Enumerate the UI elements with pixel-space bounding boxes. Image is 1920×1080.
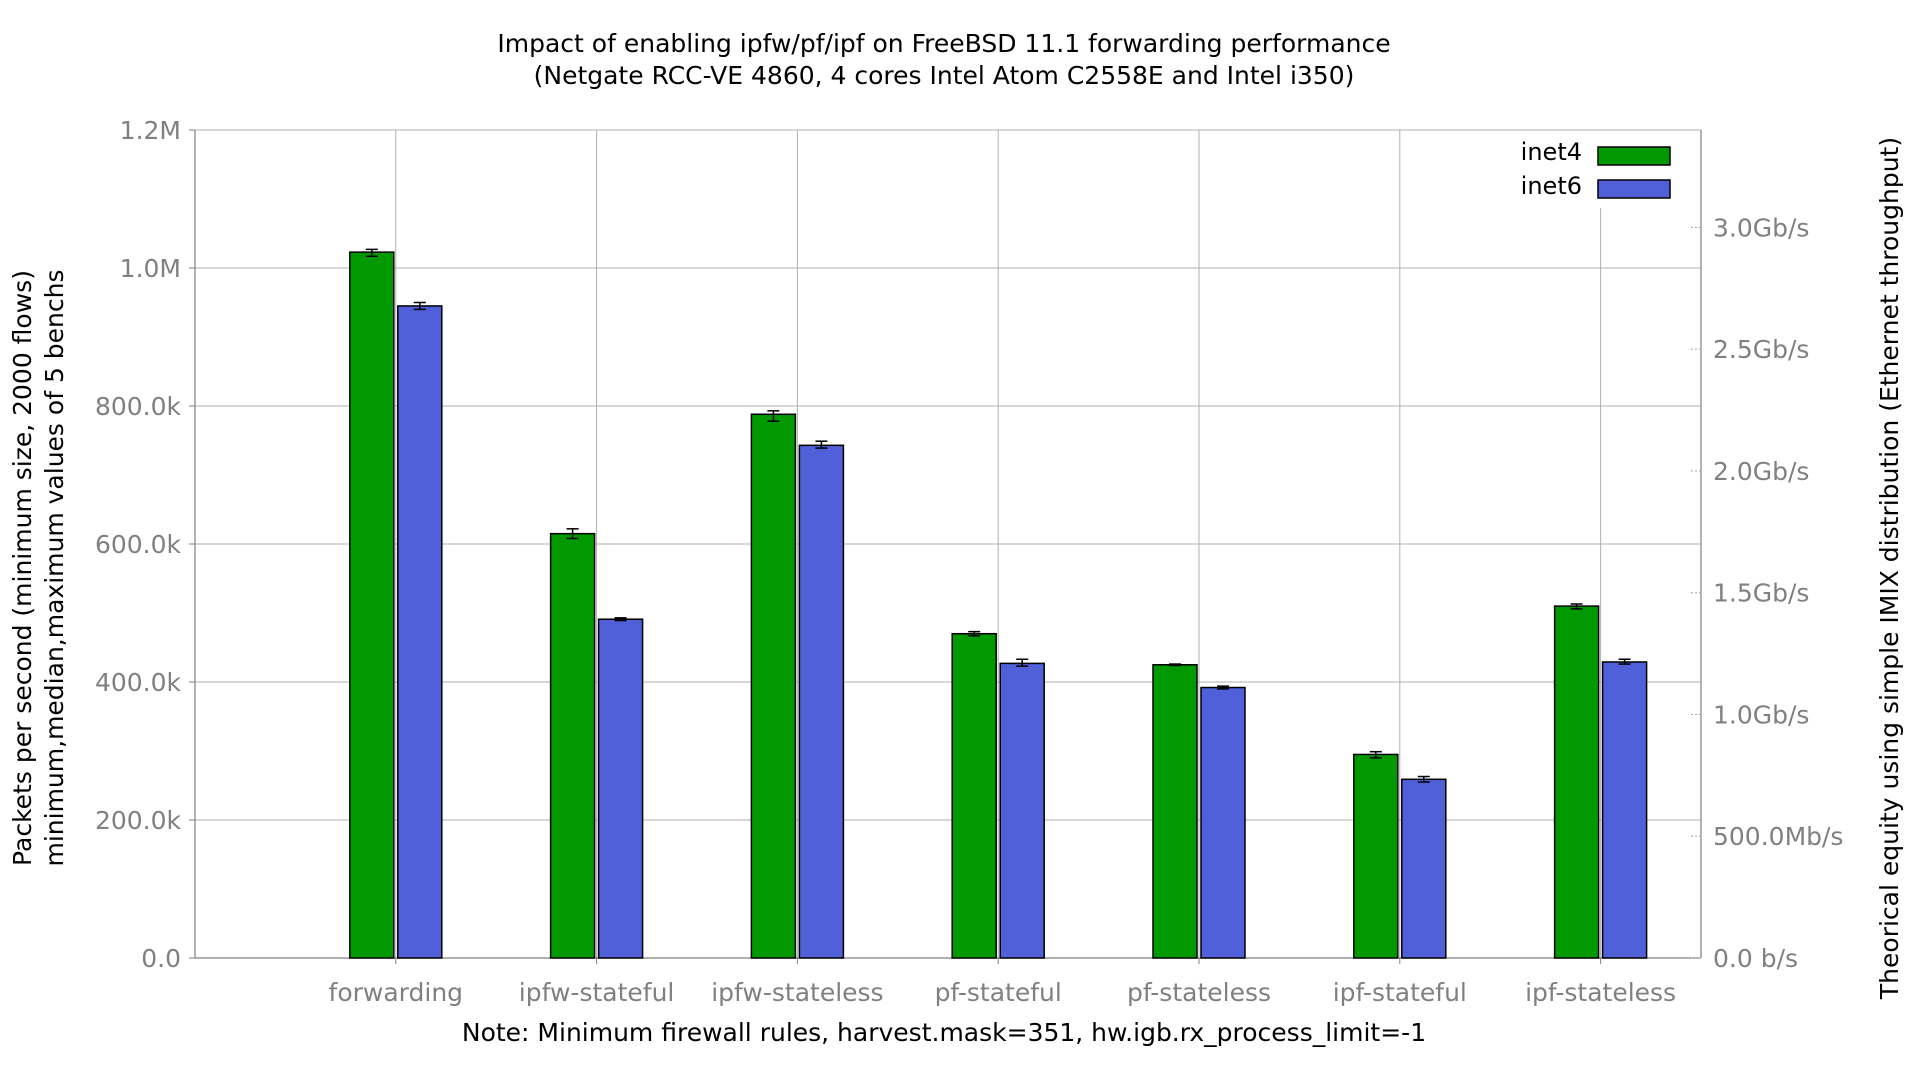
bar — [951, 632, 997, 959]
x-axis-ticks: forwarding ipfw-stateful ipfw-stateless pf-… — [329, 958, 1676, 1007]
bar — [1601, 661, 1648, 959]
bar — [397, 305, 443, 959]
legend-label-inet4: inet4 — [1521, 138, 1582, 166]
y-axis-ticks: 0.0 200.0k 400.0k 600.0k 800.0k 1.0M 1.2M — [95, 116, 195, 973]
y-axis-label: Packets per second (minimum size, 2000 f… — [8, 270, 37, 866]
y2-tick-label: 500.0Mb/s — [1713, 822, 1843, 851]
y-tick-label: 800.0k — [95, 392, 182, 421]
bar — [1553, 605, 1600, 959]
x-axis-note: Note: Minimum firewall rules, harvest.ma… — [462, 1018, 1426, 1047]
y2-tick-label: 1.5Gb/s — [1713, 579, 1809, 608]
y-axis-label-secondary: minimum,median,maximum values of 5 bench… — [40, 269, 69, 866]
bar — [1401, 778, 1447, 959]
y-tick-label: 0.0 — [141, 944, 181, 973]
bar — [1200, 686, 1246, 959]
bar — [349, 251, 395, 959]
y-tick-label: 600.0k — [95, 530, 182, 559]
x-tick-label: ipfw-stateless — [711, 978, 883, 1007]
legend-label-inet6: inet6 — [1521, 172, 1582, 200]
bars — [349, 251, 1648, 959]
error-bars — [365, 248, 1631, 783]
bar — [1353, 753, 1399, 959]
chart-title: Impact of enabling ipfw/pf/ipf on FreeBS… — [497, 29, 1390, 58]
bar — [798, 444, 845, 959]
x-tick-label: ipf-stateful — [1333, 978, 1467, 1007]
legend: inet4 inet6 — [1508, 134, 1676, 206]
y-tick-label: 400.0k — [95, 668, 182, 697]
y2-tick-label: 0.0 b/s — [1713, 944, 1798, 973]
bar — [1152, 664, 1198, 959]
bar — [999, 662, 1045, 959]
bar — [549, 532, 596, 959]
legend-swatch-inet4 — [1597, 146, 1671, 166]
y2-tick-label: 1.0Gb/s — [1713, 700, 1809, 729]
y2-tick-label: 2.0Gb/s — [1713, 457, 1809, 486]
chart-subtitle: (Netgate RCC-VE 4860, 4 cores Intel Atom… — [534, 61, 1355, 90]
y-tick-label: 200.0k — [95, 806, 182, 835]
x-tick-label: pf-stateful — [935, 978, 1062, 1007]
y2-axis-label: Theorical equity using simple IMIX distr… — [1875, 137, 1904, 1000]
legend-swatch-inet6 — [1597, 179, 1671, 199]
y-tick-label: 1.2M — [120, 116, 181, 145]
bar — [750, 413, 797, 959]
y2-tick-label: 2.5Gb/s — [1713, 335, 1809, 364]
grid — [195, 129, 1701, 959]
x-tick-label: ipf-stateless — [1525, 978, 1676, 1007]
x-tick-label: forwarding — [329, 978, 464, 1007]
x-tick-label: ipfw-stateful — [519, 978, 675, 1007]
y-tick-label: 1.0M — [120, 254, 181, 283]
x-tick-label: pf-stateless — [1127, 978, 1271, 1007]
y2-axis-ticks: 0.0 b/s 500.0Mb/s 1.0Gb/s 1.5Gb/s 2.0Gb/s 2.5… — [1691, 213, 1843, 973]
y2-tick-label: 3.0Gb/s — [1713, 213, 1809, 242]
bar — [597, 618, 644, 959]
